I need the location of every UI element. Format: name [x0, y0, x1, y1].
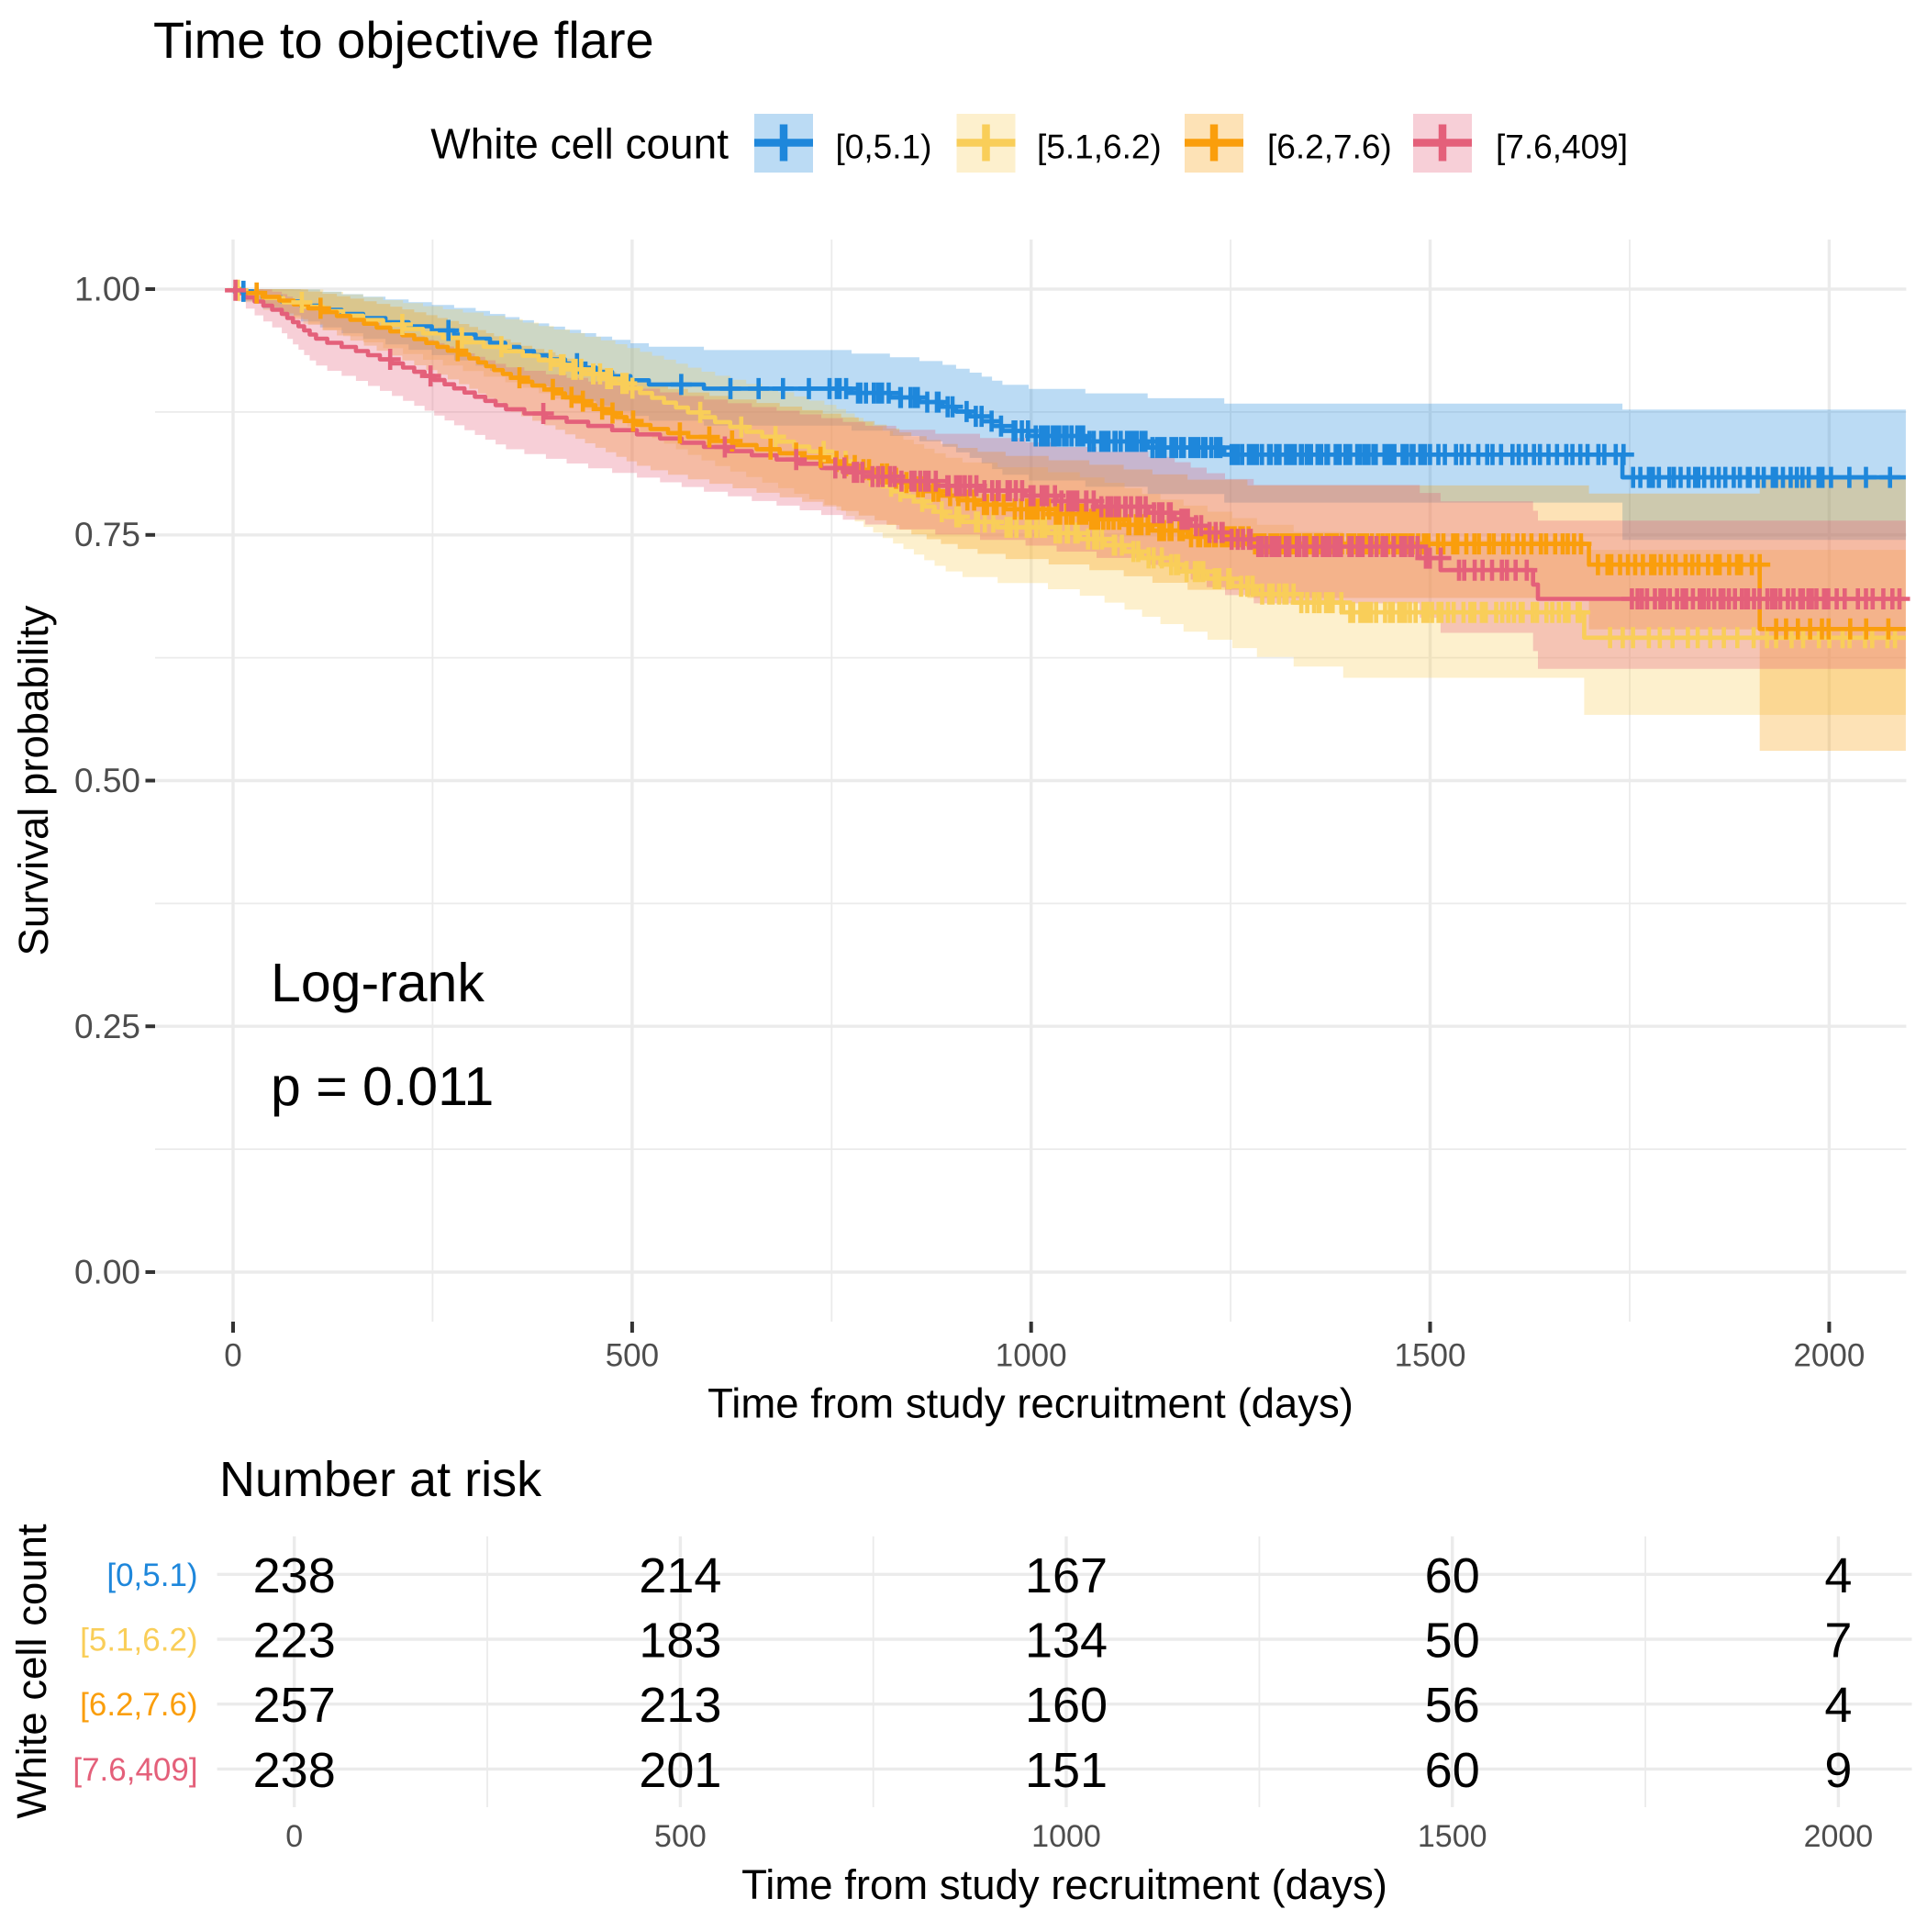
- svg-text:[0,5.1): [0,5.1): [106, 1558, 197, 1593]
- svg-text:7: 7: [1824, 1614, 1852, 1669]
- svg-text:0.25: 0.25: [74, 1008, 140, 1045]
- svg-text:1500: 1500: [1418, 1819, 1487, 1854]
- svg-text:[7.6,409]: [7.6,409]: [72, 1752, 197, 1788]
- svg-text:Log-rank: Log-rank: [271, 953, 485, 1013]
- svg-text:0.75: 0.75: [74, 516, 140, 553]
- svg-text:500: 500: [606, 1338, 659, 1374]
- svg-text:Time to objective flare: Time to objective flare: [153, 11, 654, 69]
- svg-text:0.00: 0.00: [74, 1254, 140, 1291]
- svg-text:56: 56: [1425, 1678, 1480, 1733]
- svg-text:0: 0: [224, 1338, 241, 1374]
- svg-text:p = 0.011: p = 0.011: [271, 1056, 494, 1117]
- svg-text:50: 50: [1425, 1614, 1480, 1669]
- svg-text:60: 60: [1425, 1743, 1480, 1798]
- svg-text:134: 134: [1025, 1614, 1108, 1669]
- svg-text:151: 151: [1025, 1743, 1108, 1798]
- svg-text:160: 160: [1025, 1678, 1108, 1733]
- svg-text:4: 4: [1824, 1678, 1852, 1733]
- svg-text:Survival probability: Survival probability: [10, 605, 57, 955]
- svg-text:60: 60: [1425, 1548, 1480, 1603]
- svg-text:0: 0: [285, 1819, 303, 1854]
- svg-text:2000: 2000: [1804, 1819, 1874, 1854]
- svg-text:Time from study recruitment (d: Time from study recruitment (days): [707, 1379, 1353, 1426]
- svg-text:2000: 2000: [1793, 1338, 1865, 1374]
- svg-text:201: 201: [639, 1743, 721, 1798]
- svg-text:0.50: 0.50: [74, 762, 140, 799]
- svg-text:Time from study recruitment (d: Time from study recruitment (days): [741, 1861, 1387, 1908]
- svg-text:257: 257: [253, 1678, 336, 1733]
- svg-text:167: 167: [1025, 1548, 1108, 1603]
- svg-text:9: 9: [1824, 1743, 1852, 1798]
- svg-text:1000: 1000: [996, 1338, 1067, 1374]
- svg-text:[5.1,6.2): [5.1,6.2): [80, 1623, 197, 1658]
- svg-text:183: 183: [639, 1614, 721, 1669]
- svg-text:[6.2,7.6): [6.2,7.6): [1267, 128, 1392, 166]
- svg-text:214: 214: [639, 1548, 721, 1603]
- svg-text:1000: 1000: [1031, 1819, 1101, 1854]
- svg-text:Number at risk: Number at risk: [219, 1452, 542, 1507]
- svg-text:[0,5.1): [0,5.1): [836, 128, 932, 166]
- svg-text:[5.1,6.2): [5.1,6.2): [1037, 128, 1162, 166]
- svg-text:1.00: 1.00: [74, 271, 140, 308]
- svg-text:White cell count: White cell count: [430, 120, 729, 168]
- svg-text:500: 500: [654, 1819, 707, 1854]
- svg-text:1500: 1500: [1395, 1338, 1466, 1374]
- svg-text:238: 238: [253, 1743, 336, 1798]
- svg-text:238: 238: [253, 1548, 336, 1603]
- svg-text:223: 223: [253, 1614, 336, 1669]
- svg-text:4: 4: [1824, 1548, 1852, 1603]
- svg-text:[7.6,409]: [7.6,409]: [1496, 128, 1628, 166]
- svg-text:White cell count: White cell count: [8, 1524, 55, 1819]
- svg-text:213: 213: [639, 1678, 721, 1733]
- svg-text:[6.2,7.6): [6.2,7.6): [80, 1687, 197, 1723]
